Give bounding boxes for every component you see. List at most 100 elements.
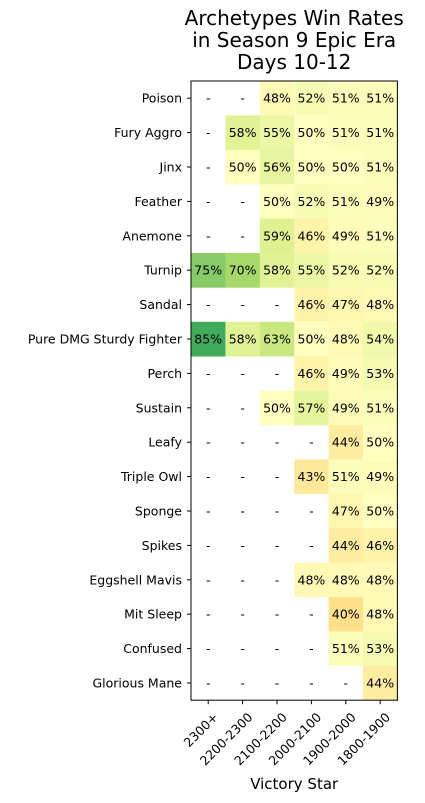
- heatmap-cell: [294, 321, 329, 357]
- cell-label: -: [240, 641, 245, 656]
- y-tick-label: Eggshell Mavis: [89, 572, 182, 587]
- y-tick-label: Confused: [123, 641, 182, 656]
- cell-label: 51%: [366, 228, 394, 243]
- y-tick-label: Jinx: [159, 160, 182, 175]
- cell-label: 48%: [366, 572, 394, 587]
- x-axis-title: Victory Star: [250, 775, 339, 793]
- heatmap-cell: [225, 321, 261, 357]
- cell-label: -: [240, 297, 245, 312]
- cell-label: 56%: [263, 160, 291, 175]
- cell-label: 53%: [366, 366, 394, 381]
- heatmap-cell: [294, 287, 329, 323]
- heatmap-cell: [363, 631, 398, 667]
- heatmap-cell: [294, 253, 329, 288]
- cell-label: -: [275, 504, 280, 519]
- cell-label: -: [206, 435, 211, 450]
- heatmap-cell: [294, 562, 329, 598]
- cell-label: -: [309, 435, 314, 450]
- heatmap-cell: [328, 81, 364, 116]
- y-axis-ticks: Poison Fury Aggro Jinx Feather Anemone Turnip…: [28, 91, 191, 691]
- cell-label: 70%: [229, 263, 257, 278]
- cell-label: 51%: [366, 91, 394, 106]
- y-tick-label: Anemone: [122, 228, 182, 243]
- cell-label: -: [240, 400, 245, 415]
- cell-label: 48%: [332, 332, 360, 347]
- cell-label: 49%: [332, 228, 360, 243]
- cell-label: 50%: [229, 160, 257, 175]
- heatmap-cell: [363, 528, 398, 563]
- heatmap-cell: [328, 149, 364, 185]
- cell-label: -: [206, 504, 211, 519]
- cell-label: 49%: [332, 400, 360, 415]
- cell-label: 46%: [298, 228, 326, 243]
- cell-label: 48%: [298, 572, 326, 587]
- heatmap-cells: - - 48% 52% 51% 51% - 58% 55% 50% 51% 51% - 50% 56% 50%…: [191, 81, 398, 701]
- cell-label: 46%: [366, 538, 394, 553]
- heatmap-cell: [225, 149, 261, 185]
- cell-label: 51%: [366, 400, 394, 415]
- cell-label: -: [240, 572, 245, 587]
- cell-label: 40%: [332, 607, 360, 622]
- cell-label: 46%: [298, 297, 326, 312]
- y-tick-label: Leafy: [148, 435, 182, 450]
- heatmap-cell: [259, 115, 295, 151]
- heatmap-cell: [259, 218, 295, 254]
- cell-label: -: [240, 676, 245, 691]
- y-tick-label: Glorious Mane: [92, 676, 182, 691]
- cell-label: 51%: [366, 125, 394, 140]
- chart-title-line: Archetypes Win Rates: [185, 6, 404, 30]
- heatmap-cell: [259, 321, 295, 357]
- y-tick-label: Triple Owl: [120, 469, 182, 484]
- cell-label: 54%: [366, 332, 394, 347]
- cell-label: 50%: [298, 125, 326, 140]
- cell-label: -: [240, 469, 245, 484]
- heatmap-cell: [259, 253, 295, 288]
- cell-label: -: [309, 607, 314, 622]
- heatmap-cell: [294, 218, 329, 254]
- cell-label: 47%: [332, 297, 360, 312]
- heatmap-cell: [294, 184, 329, 219]
- cell-label: -: [275, 469, 280, 484]
- cell-label: -: [206, 125, 211, 140]
- heatmap-cell: [259, 390, 295, 426]
- cell-label: -: [206, 400, 211, 415]
- cell-label: -: [240, 91, 245, 106]
- cell-label: 51%: [332, 194, 360, 209]
- heatmap-cell: [363, 321, 398, 357]
- cell-label: 48%: [332, 572, 360, 587]
- cell-label: -: [206, 91, 211, 106]
- cell-label: -: [240, 435, 245, 450]
- cell-label: -: [275, 641, 280, 656]
- chart-title-line: in Season 9 Epic Era: [192, 28, 396, 52]
- cell-label: 44%: [332, 538, 360, 553]
- cell-label: 53%: [366, 641, 394, 656]
- cell-label: 46%: [298, 366, 326, 381]
- cell-label: 44%: [366, 676, 394, 691]
- chart-title-line: Days 10-12: [237, 50, 351, 74]
- heatmap-cell: [328, 253, 364, 288]
- heatmap-cell: [363, 665, 398, 701]
- cell-label: 52%: [366, 263, 394, 278]
- cell-label: -: [275, 538, 280, 553]
- heatmap-cell: [328, 115, 364, 151]
- cell-label: -: [206, 607, 211, 622]
- cell-label: 85%: [194, 332, 222, 347]
- heatmap-cell: [328, 321, 364, 357]
- plot-frame: [190, 80, 398, 701]
- cell-label: 75%: [194, 263, 222, 278]
- cell-label: 50%: [298, 160, 326, 175]
- cell-label: -: [275, 607, 280, 622]
- cell-label: 57%: [298, 400, 326, 415]
- cell-label: -: [206, 676, 211, 691]
- cell-label: 59%: [263, 228, 291, 243]
- heatmap-cell: [259, 149, 295, 185]
- cell-label: 47%: [332, 504, 360, 519]
- cell-label: -: [206, 538, 211, 553]
- heatmap-cell: [328, 390, 364, 426]
- heatmap-cell: [328, 528, 364, 563]
- y-tick-label: Sponge: [135, 504, 182, 519]
- heatmap-cell: [328, 287, 364, 323]
- heatmap-cell: [363, 81, 398, 116]
